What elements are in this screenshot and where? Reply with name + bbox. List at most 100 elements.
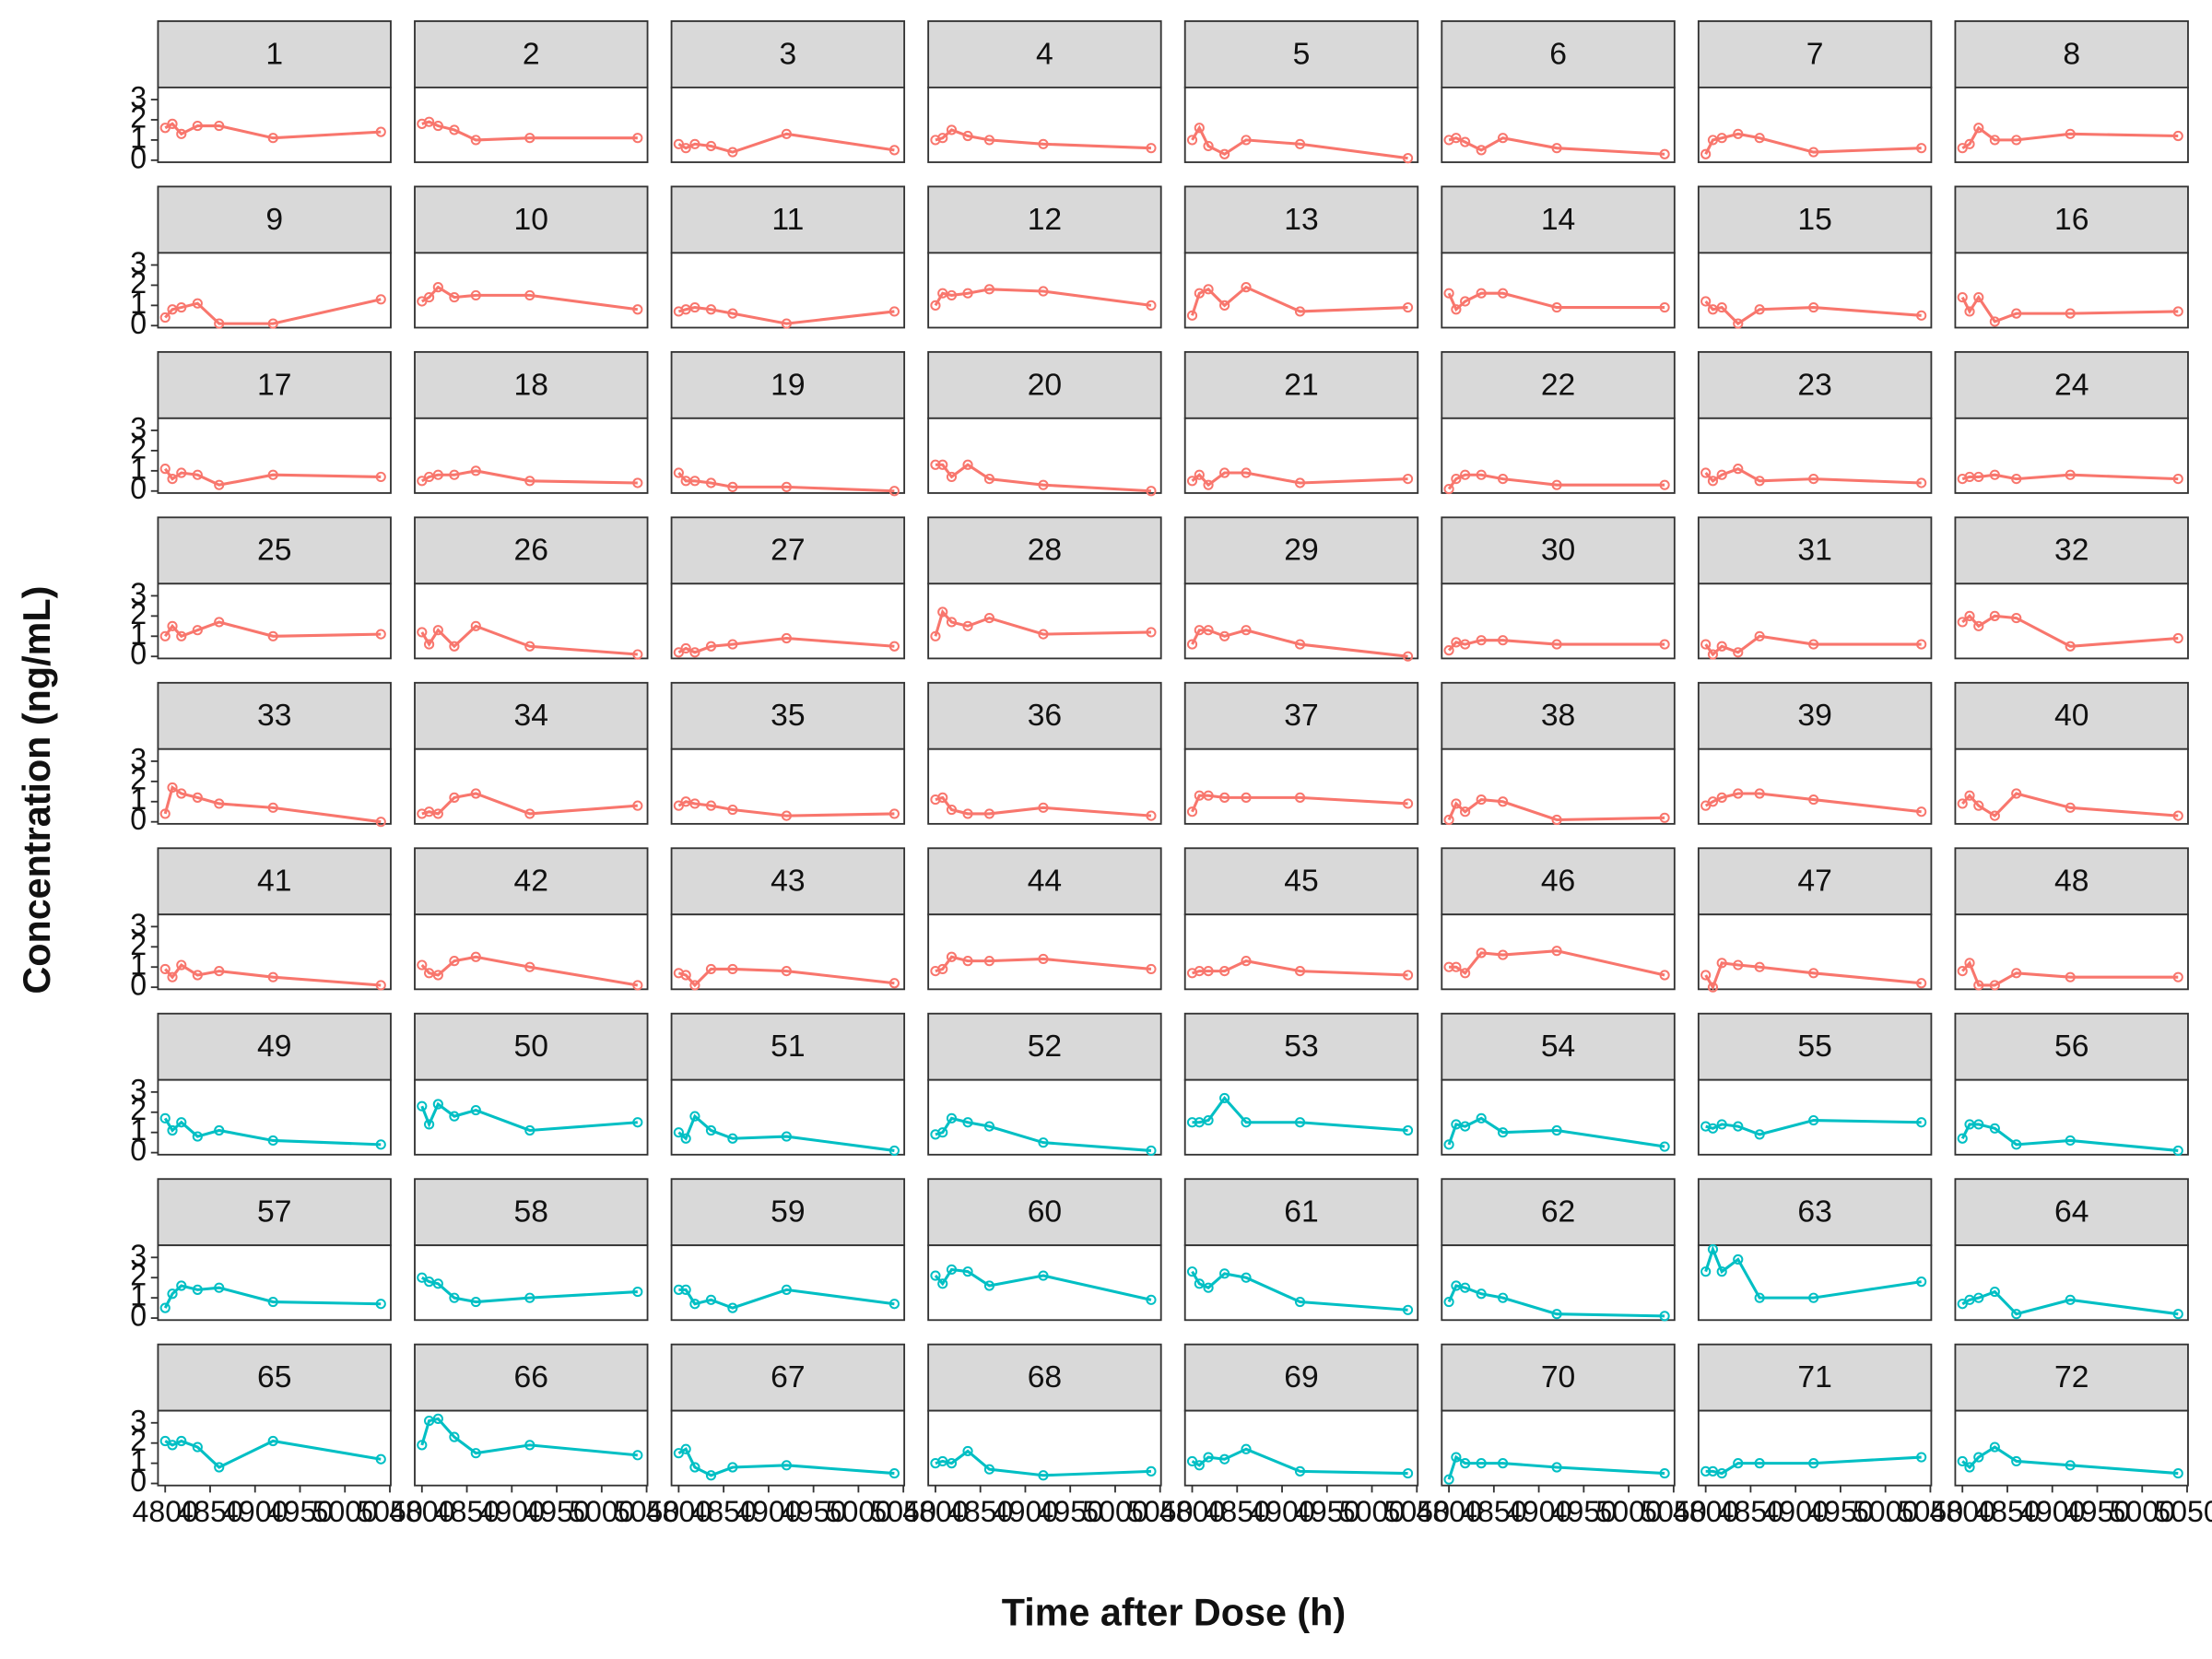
strip	[1954, 681, 2189, 750]
panel	[157, 582, 392, 660]
series-line	[163, 467, 382, 487]
data-point	[267, 802, 278, 813]
series-line	[421, 792, 638, 816]
series-line	[934, 288, 1152, 307]
strip-label: 61	[1284, 1195, 1318, 1230]
panel	[1183, 913, 1419, 991]
data-point	[1716, 958, 1727, 969]
data-point	[1451, 1119, 1462, 1130]
data-point	[167, 782, 178, 793]
data-point	[1460, 136, 1471, 147]
series-line	[935, 1449, 1152, 1477]
data-point	[689, 798, 700, 809]
data-point	[167, 474, 178, 485]
series-line	[1961, 1445, 2179, 1476]
data-point	[1551, 1309, 1562, 1320]
series-line	[935, 955, 1152, 973]
strip-label: 56	[2054, 1030, 2088, 1064]
data-point	[1659, 1467, 1670, 1479]
strip	[1441, 681, 1676, 750]
series-line	[421, 469, 638, 485]
data-point	[1203, 479, 1214, 490]
data-point	[1498, 949, 1509, 960]
strip	[157, 185, 392, 254]
data-point	[1551, 479, 1562, 490]
data-point	[930, 459, 941, 470]
series-line	[677, 472, 895, 493]
data-point	[1659, 479, 1670, 490]
strip-label: 49	[257, 1030, 291, 1064]
data-point	[1989, 1286, 2000, 1298]
strip-label: 26	[514, 534, 548, 568]
strip	[414, 20, 649, 88]
series-line	[934, 608, 1151, 637]
data-point	[375, 629, 386, 640]
data-point	[1402, 970, 1414, 981]
series-line	[164, 962, 382, 987]
panel	[157, 252, 392, 329]
data-point	[1700, 970, 1712, 981]
x-tick-label: 5000	[2110, 1495, 2175, 1528]
data-point	[1551, 639, 1562, 650]
series-line	[1447, 473, 1665, 490]
data-point	[1194, 1278, 1205, 1289]
data-point	[1476, 794, 1487, 806]
strip-label: 29	[1284, 534, 1318, 568]
data-point	[1733, 1121, 1744, 1132]
strip-label: 72	[2054, 1360, 2088, 1394]
data-point	[1498, 133, 1509, 144]
data-point	[417, 627, 428, 638]
data-point	[888, 641, 900, 652]
data-point	[192, 792, 203, 803]
data-point	[1964, 1462, 1975, 1473]
y-tick-label: 3	[130, 1239, 147, 1272]
data-point	[1451, 1280, 1462, 1291]
data-point	[689, 1111, 700, 1122]
strip	[1183, 350, 1419, 419]
series-line	[1191, 124, 1408, 160]
data-point	[1716, 133, 1727, 144]
panel	[1441, 747, 1676, 825]
y-tick-label: 3	[130, 742, 147, 775]
data-point	[417, 1100, 428, 1112]
data-point	[524, 641, 535, 652]
x-tick-label: 4900	[1249, 1495, 1314, 1528]
data-point	[1733, 464, 1744, 475]
panel	[1697, 1078, 1933, 1156]
x-tick-label: 4850	[1461, 1495, 1526, 1528]
strip	[670, 185, 906, 254]
strip-label: 44	[1028, 865, 1062, 899]
data-point	[1203, 966, 1214, 977]
data-point	[524, 808, 535, 819]
strip	[1441, 1178, 1676, 1247]
data-point	[176, 788, 187, 799]
strip	[1441, 847, 1676, 916]
data-point	[888, 1299, 900, 1310]
data-point	[1973, 620, 1984, 631]
data-point	[1294, 306, 1306, 317]
strip-label: 32	[2054, 534, 2088, 568]
strip	[414, 1178, 649, 1247]
series-line	[677, 967, 895, 988]
data-point	[1700, 639, 1712, 650]
data-point	[1733, 128, 1744, 139]
series-line	[1704, 1245, 1922, 1300]
strip-label: 20	[1028, 368, 1062, 402]
y-tick-label: 3	[130, 1404, 147, 1437]
series-line	[1192, 959, 1408, 977]
panel	[927, 913, 1162, 991]
data-point	[470, 788, 481, 799]
data-point	[1551, 1462, 1562, 1473]
data-point	[673, 467, 684, 478]
data-point	[1451, 474, 1462, 485]
panel	[1441, 252, 1676, 329]
data-point	[888, 486, 900, 497]
data-point	[937, 288, 948, 299]
data-point	[1707, 796, 1719, 807]
data-point	[432, 469, 443, 480]
data-point	[375, 294, 386, 305]
data-point	[1219, 792, 1230, 803]
data-point	[1038, 286, 1049, 297]
data-point	[470, 465, 481, 477]
data-point	[946, 124, 958, 135]
